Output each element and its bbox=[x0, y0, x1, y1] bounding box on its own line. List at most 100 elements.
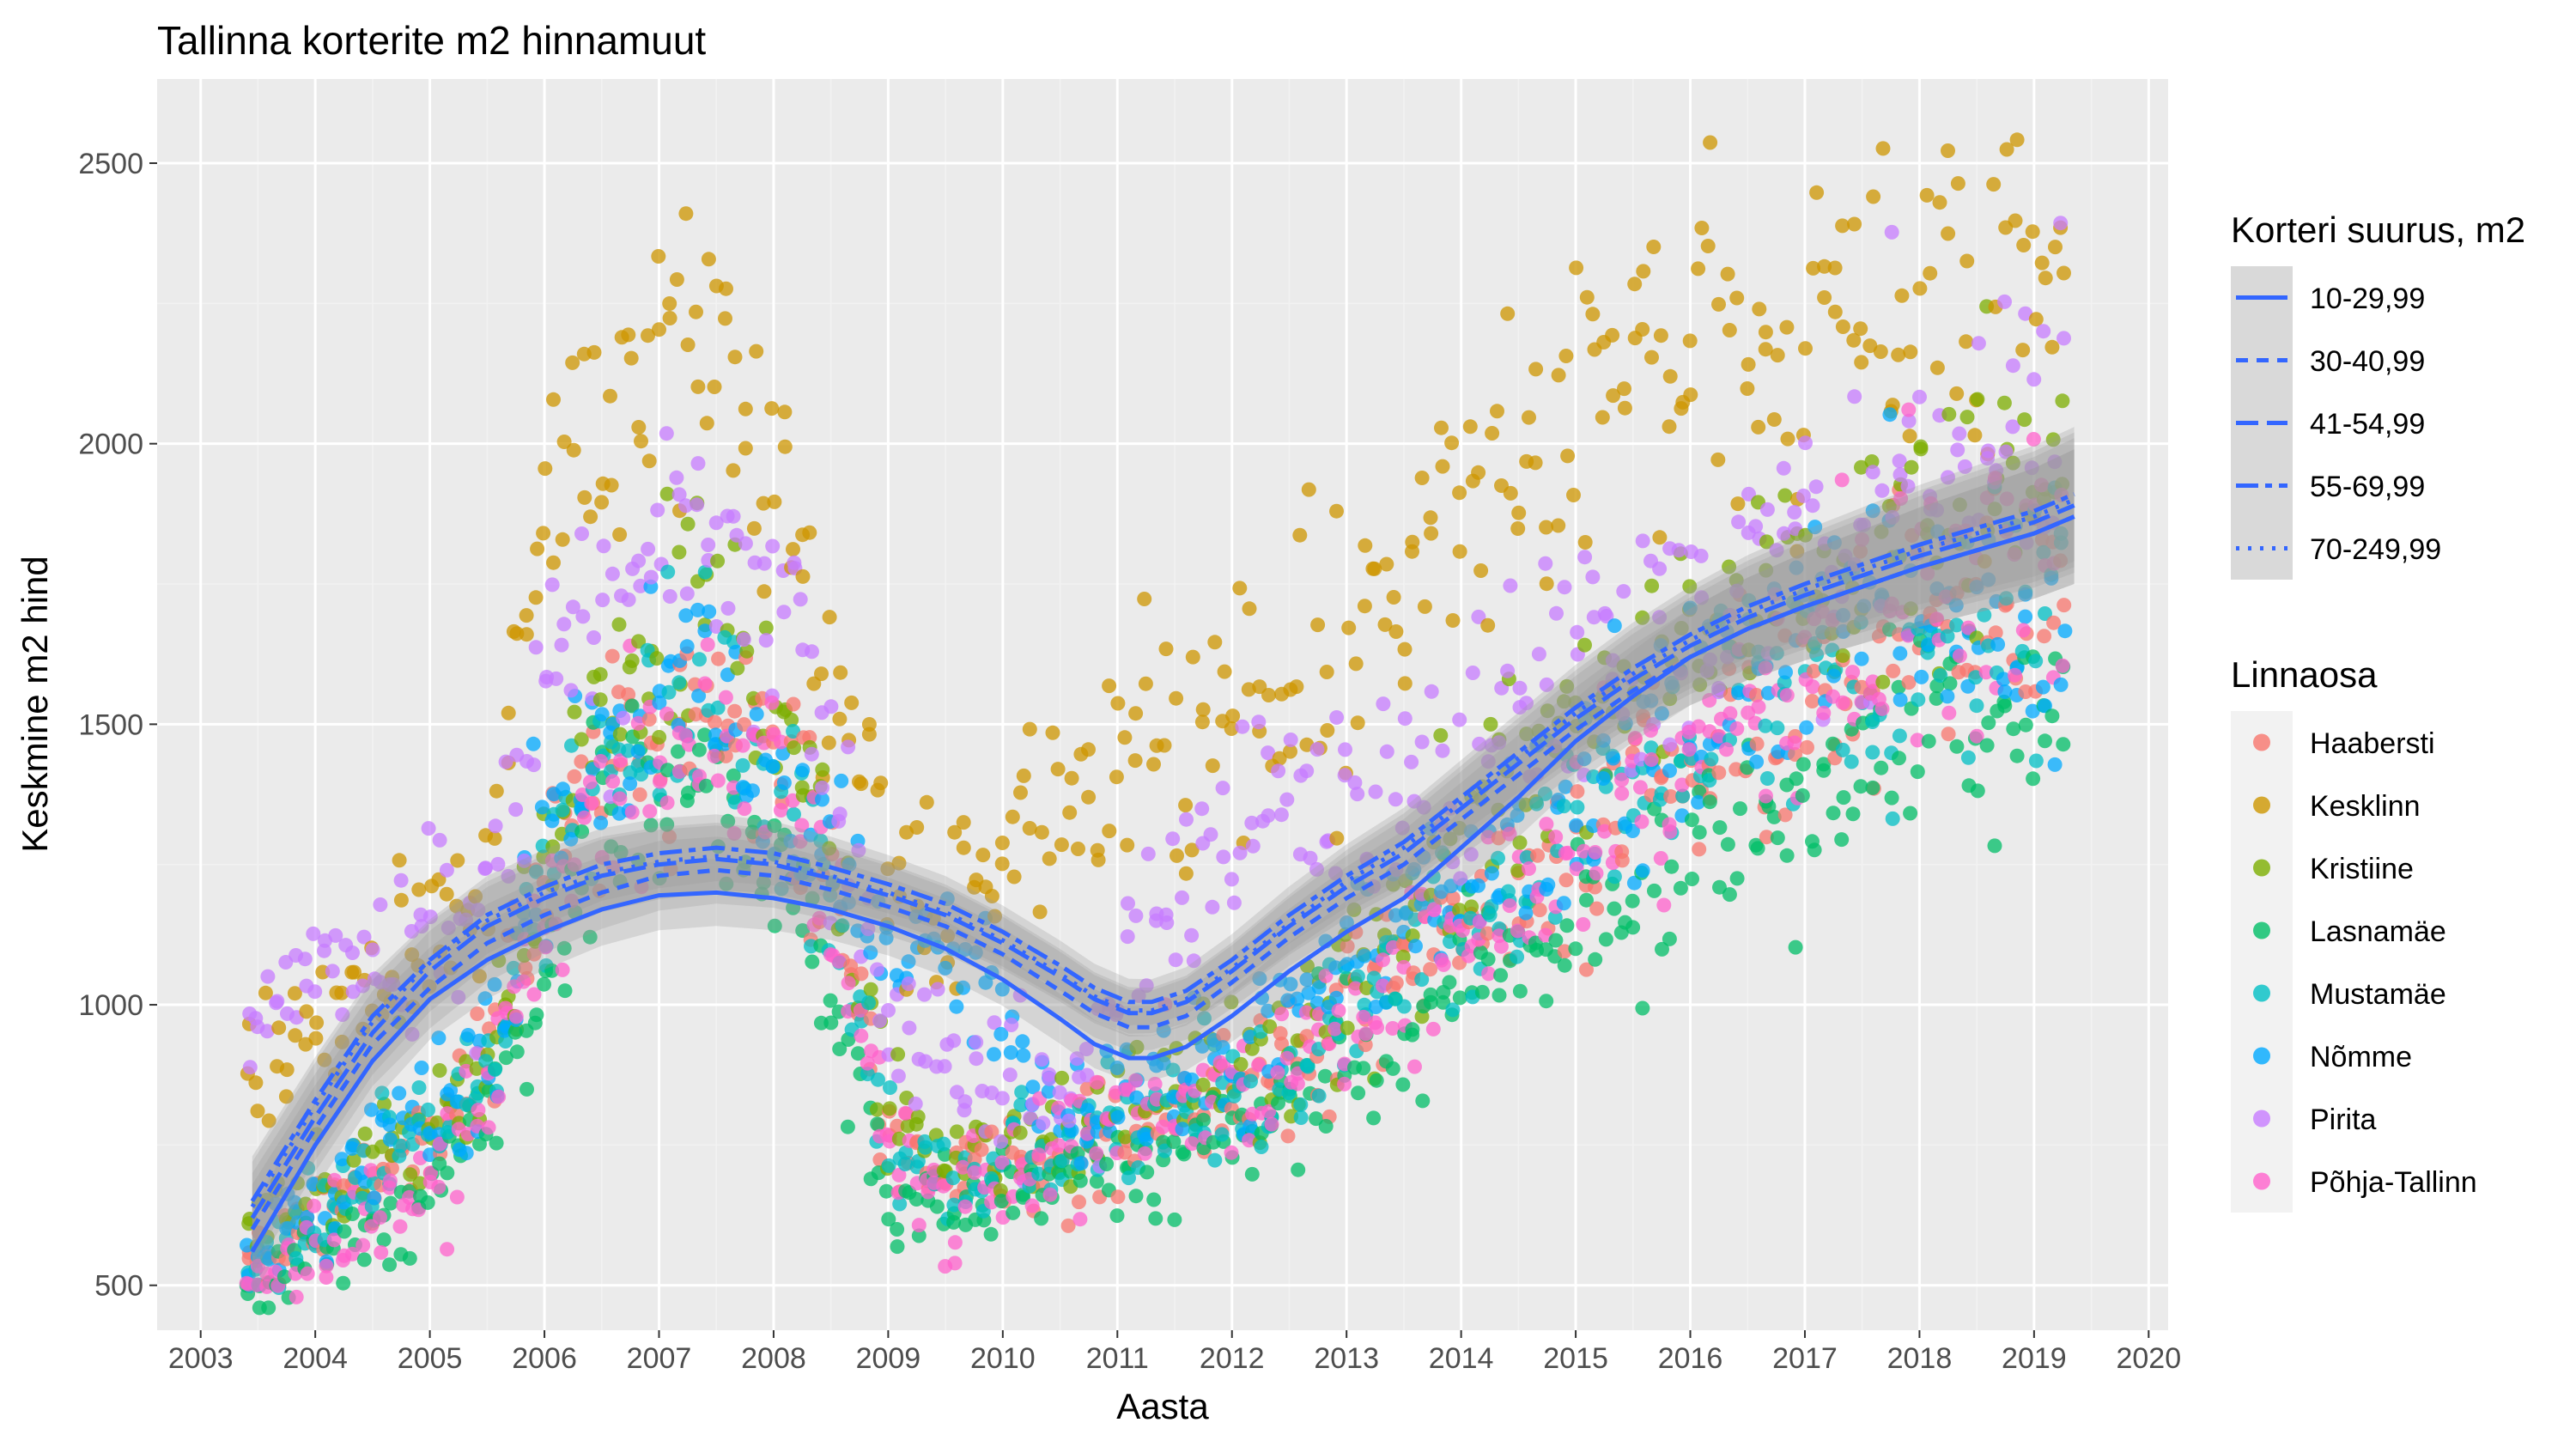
data-point bbox=[1089, 1174, 1104, 1189]
data-point bbox=[592, 666, 608, 682]
data-point bbox=[1758, 718, 1773, 733]
data-point bbox=[1540, 703, 1555, 719]
data-point bbox=[1473, 563, 1489, 578]
data-point bbox=[1741, 356, 1756, 372]
data-point bbox=[2036, 544, 2051, 560]
data-point bbox=[1318, 968, 1334, 983]
data-point bbox=[567, 857, 582, 872]
data-point bbox=[1283, 744, 1297, 759]
data-point bbox=[1749, 754, 1765, 769]
data-point bbox=[660, 564, 676, 580]
data-point bbox=[1910, 764, 1925, 780]
data-point bbox=[1169, 690, 1184, 706]
data-point bbox=[1071, 842, 1085, 856]
data-point bbox=[1165, 1062, 1181, 1078]
data-point bbox=[890, 1222, 905, 1237]
data-point bbox=[1865, 465, 1880, 480]
data-point bbox=[669, 272, 684, 287]
data-point bbox=[1464, 899, 1479, 915]
data-point bbox=[1167, 1212, 1182, 1227]
data-point bbox=[702, 604, 717, 619]
data-point bbox=[1090, 842, 1105, 858]
data-point bbox=[835, 918, 850, 933]
data-point bbox=[710, 700, 726, 715]
data-point bbox=[2028, 753, 2044, 769]
data-point bbox=[764, 695, 780, 710]
data-point bbox=[786, 542, 800, 557]
data-point bbox=[878, 930, 894, 945]
data-point bbox=[1557, 958, 1572, 973]
data-point bbox=[993, 1183, 1008, 1198]
data-point bbox=[909, 820, 925, 835]
data-point bbox=[795, 568, 811, 584]
data-point bbox=[1117, 1082, 1133, 1097]
data-point bbox=[1710, 452, 1726, 467]
data-point bbox=[1999, 491, 2014, 507]
data-point bbox=[411, 882, 427, 897]
data-point bbox=[1274, 1006, 1290, 1022]
data-point bbox=[1740, 381, 1755, 396]
data-point bbox=[1814, 604, 1830, 619]
data-point bbox=[1722, 887, 1737, 903]
data-point bbox=[1777, 807, 1793, 823]
data-point bbox=[1042, 1187, 1058, 1202]
data-point bbox=[1577, 637, 1592, 653]
data-point bbox=[1452, 485, 1467, 501]
data-point bbox=[1959, 253, 1975, 269]
x-tick-label: 2013 bbox=[1314, 1342, 1379, 1375]
data-point bbox=[414, 1061, 429, 1075]
data-point bbox=[1054, 1070, 1070, 1085]
data-point bbox=[1337, 1076, 1352, 1091]
data-point bbox=[643, 818, 659, 833]
data-point bbox=[1110, 1110, 1126, 1125]
data-point bbox=[1463, 847, 1479, 862]
confidence-ribbon bbox=[252, 449, 2075, 1297]
data-point bbox=[1280, 1128, 1296, 1144]
data-point bbox=[345, 945, 360, 960]
legend-label: Kesklinn bbox=[2310, 790, 2421, 823]
data-point bbox=[1950, 442, 1965, 458]
data-point bbox=[509, 1044, 525, 1060]
data-point bbox=[1408, 939, 1423, 954]
data-point bbox=[1461, 948, 1476, 964]
data-point bbox=[677, 727, 693, 743]
x-tick-label: 2014 bbox=[1429, 1342, 1494, 1375]
data-point bbox=[325, 964, 340, 979]
data-point bbox=[337, 1224, 352, 1239]
data-point bbox=[1800, 739, 1814, 755]
x-tick-label: 2004 bbox=[283, 1342, 348, 1375]
data-point bbox=[1519, 696, 1534, 711]
data-point bbox=[1654, 706, 1669, 721]
data-point bbox=[1197, 1011, 1212, 1026]
data-point bbox=[2035, 679, 2050, 695]
data-point bbox=[937, 1059, 952, 1074]
data-point bbox=[679, 793, 695, 808]
data-point bbox=[1733, 801, 1747, 817]
data-point bbox=[1061, 1113, 1077, 1128]
data-point bbox=[376, 1232, 392, 1248]
data-point bbox=[261, 1113, 276, 1128]
data-point bbox=[878, 1183, 894, 1199]
data-point bbox=[1700, 239, 1716, 253]
data-point bbox=[1069, 1051, 1084, 1067]
data-point bbox=[777, 439, 793, 454]
y-axis-title: Keskmine m2 hind bbox=[15, 556, 55, 853]
data-point bbox=[805, 954, 820, 970]
data-point bbox=[1388, 624, 1404, 639]
data-point bbox=[1805, 498, 1820, 514]
data-point bbox=[382, 1257, 398, 1273]
data-point bbox=[1175, 1145, 1190, 1160]
data-point bbox=[1016, 1048, 1031, 1063]
data-point bbox=[1884, 596, 1899, 611]
data-point bbox=[1102, 678, 1117, 694]
data-point bbox=[1789, 560, 1804, 575]
data-point bbox=[940, 928, 956, 944]
data-point bbox=[946, 1214, 962, 1230]
data-point bbox=[528, 640, 544, 655]
data-point bbox=[487, 830, 502, 846]
data-point bbox=[2045, 432, 2061, 447]
data-point bbox=[1662, 763, 1677, 778]
data-point bbox=[586, 344, 602, 360]
data-point bbox=[1913, 441, 1929, 457]
data-point bbox=[1981, 715, 1996, 731]
